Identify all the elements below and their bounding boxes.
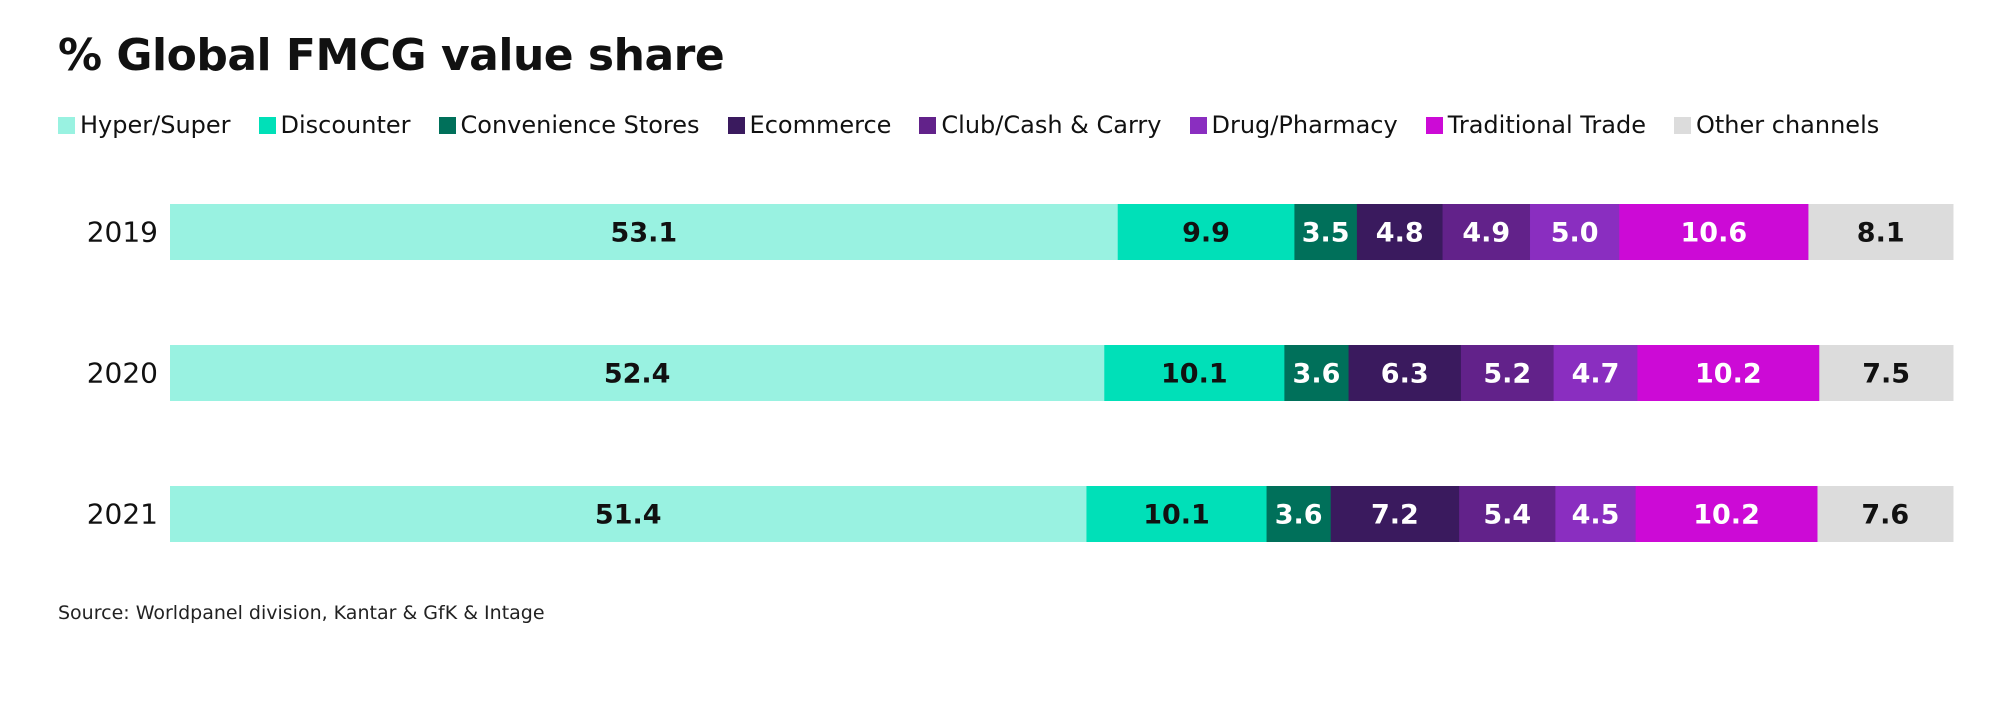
bar-segment-2020-club-cash-carry — [1460, 345, 1555, 401]
bar-segment-2019-traditional-trade — [1619, 204, 1809, 260]
bar-segment-2020-hyper-super — [170, 345, 1105, 401]
data-label-2020-club-cash-carry: 5.2 — [1483, 359, 1531, 390]
bar-segment-2019-club-cash-carry — [1442, 204, 1531, 260]
legend-label: Convenience Stores — [460, 111, 700, 139]
data-label-2019-hyper-super: 53.1 — [611, 218, 678, 249]
bar-segment-2019-drug-pharmacy — [1530, 204, 1620, 260]
bar-segment-2020-traditional-trade — [1637, 345, 1820, 401]
data-label-2019-drug-pharmacy: 5.0 — [1551, 218, 1599, 249]
data-label-2021-hyper-super: 51.4 — [595, 500, 662, 531]
legend-swatch — [438, 116, 456, 134]
data-label-2020-discounter: 10.1 — [1161, 359, 1228, 390]
bar-segment-2020-other-channels — [1819, 345, 1954, 401]
legend-item-other-channels: Other channels — [1674, 111, 1879, 139]
legend-swatch — [919, 116, 937, 134]
data-label-2019-club-cash-carry: 4.9 — [1462, 218, 1510, 249]
bar-segment-2021-club-cash-carry — [1459, 486, 1556, 542]
year-label-2020: 2020 — [87, 357, 158, 390]
bar-segment-2021-hyper-super — [170, 486, 1087, 542]
bar-segment-2021-other-channels — [1817, 486, 1954, 542]
data-label-2021-convenience-stores: 3.6 — [1275, 500, 1323, 531]
bar-segment-2021-traditional-trade — [1635, 486, 1818, 542]
data-label-2021-drug-pharmacy: 4.5 — [1572, 500, 1620, 531]
legend-swatch — [727, 116, 745, 134]
data-label-2019-discounter: 9.9 — [1182, 218, 1230, 249]
bar-segment-2021-discounter — [1086, 486, 1268, 542]
bar-segment-2020-convenience-stores — [1284, 345, 1350, 401]
legend-item-discounter: Discounter — [258, 111, 411, 139]
data-label-2021-other-channels: 7.6 — [1861, 500, 1909, 531]
data-label-2020-drug-pharmacy: 4.7 — [1572, 359, 1620, 390]
data-label-2019-convenience-stores: 3.5 — [1302, 218, 1350, 249]
bar-segment-2019-discounter — [1117, 204, 1295, 260]
legend-item-ecommerce: Ecommerce — [727, 111, 892, 139]
legend-swatch — [1425, 116, 1443, 134]
bar-segment-2020-ecommerce — [1348, 345, 1462, 401]
legend-label: Hyper/Super — [80, 111, 231, 139]
legend-label: Club/Cash & Carry — [941, 111, 1162, 139]
data-label-2020-traditional-trade: 10.2 — [1695, 359, 1762, 390]
year-label-2019: 2019 — [87, 216, 158, 249]
chart-title: % Global FMCG value share — [58, 30, 725, 81]
data-label-2021-discounter: 10.1 — [1143, 500, 1210, 531]
year-label-2021: 2021 — [87, 498, 158, 531]
legend-item-drug-pharmacy: Drug/Pharmacy — [1189, 111, 1398, 139]
data-label-2020-convenience-stores: 3.6 — [1293, 359, 1341, 390]
data-label-2021-club-cash-carry: 5.4 — [1483, 500, 1531, 531]
legend-swatch — [258, 116, 276, 134]
data-label-2021-traditional-trade: 10.2 — [1693, 500, 1760, 531]
data-label-2019-traditional-trade: 10.6 — [1681, 218, 1748, 249]
legend-label: Ecommerce — [749, 111, 892, 139]
legend-label: Traditional Trade — [1447, 111, 1646, 139]
data-label-2020-ecommerce: 6.3 — [1381, 359, 1429, 390]
bar-segment-2021-convenience-stores — [1266, 486, 1332, 542]
bar-segment-2021-drug-pharmacy — [1555, 486, 1637, 542]
legend-item-traditional-trade: Traditional Trade — [1425, 111, 1646, 139]
data-label-2019-other-channels: 8.1 — [1857, 218, 1905, 249]
legend-swatch — [1674, 116, 1691, 134]
source-note: Source: Worldpanel division, Kantar & Gf… — [58, 602, 545, 624]
bar-segment-2019-convenience-stores — [1294, 204, 1358, 260]
data-label-2021-ecommerce: 7.2 — [1371, 500, 1419, 531]
bar-segment-2021-ecommerce — [1330, 486, 1460, 542]
legend-label: Other channels — [1696, 111, 1880, 139]
chart-legend: Hyper/Super Discounter Convenience Stores E… — [58, 108, 1879, 142]
bar-segment-2020-discounter — [1104, 345, 1285, 401]
bar-segment-2019-other-channels — [1808, 204, 1954, 260]
legend-item-convenience-stores: Convenience Stores — [438, 111, 700, 139]
data-label-2020-hyper-super: 52.4 — [604, 359, 671, 390]
legend-item-club-cash-carry: Club/Cash & Carry — [919, 111, 1162, 139]
data-label-2019-ecommerce: 4.8 — [1376, 218, 1424, 249]
legend-swatch — [58, 116, 75, 134]
legend-label: Drug/Pharmacy — [1211, 111, 1398, 139]
legend-swatch — [1189, 116, 1207, 134]
legend-label: Discounter — [280, 111, 411, 139]
bar-segment-2020-drug-pharmacy — [1553, 345, 1638, 401]
bar-segment-2019-hyper-super — [170, 204, 1119, 260]
legend-item-hyper-super: Hyper/Super — [58, 111, 231, 139]
bar-segment-2019-ecommerce — [1356, 204, 1444, 260]
data-label-2020-other-channels: 7.5 — [1862, 359, 1910, 390]
